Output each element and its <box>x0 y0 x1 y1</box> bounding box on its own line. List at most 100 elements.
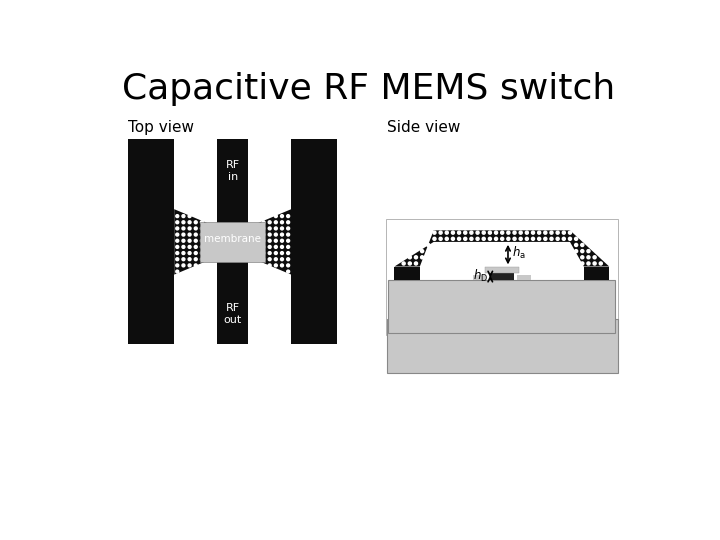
Circle shape <box>194 227 197 230</box>
Circle shape <box>182 258 185 261</box>
Circle shape <box>287 233 289 236</box>
Circle shape <box>519 237 522 240</box>
Circle shape <box>225 233 228 237</box>
Circle shape <box>207 227 210 230</box>
Circle shape <box>207 239 210 242</box>
Bar <box>584 267 609 280</box>
Bar <box>217 139 248 343</box>
Circle shape <box>281 246 284 248</box>
Bar <box>291 139 338 343</box>
Circle shape <box>526 237 528 240</box>
Circle shape <box>562 237 565 240</box>
Text: membrane: membrane <box>204 234 261 244</box>
Circle shape <box>599 262 603 265</box>
Circle shape <box>200 233 203 236</box>
Circle shape <box>182 214 185 218</box>
Circle shape <box>213 227 216 230</box>
Text: $h_{\rm D}$: $h_{\rm D}$ <box>473 268 489 284</box>
Circle shape <box>274 233 277 236</box>
Circle shape <box>274 264 277 267</box>
Circle shape <box>500 231 504 234</box>
Circle shape <box>194 264 197 267</box>
Circle shape <box>495 231 498 234</box>
Circle shape <box>544 237 547 240</box>
Circle shape <box>415 262 418 265</box>
Circle shape <box>182 227 185 230</box>
Bar <box>386 219 618 335</box>
Circle shape <box>188 258 191 261</box>
Circle shape <box>556 231 559 234</box>
Circle shape <box>274 227 277 230</box>
Circle shape <box>568 237 572 240</box>
Polygon shape <box>217 227 248 256</box>
Circle shape <box>225 246 228 249</box>
Circle shape <box>256 227 258 230</box>
Text: Capacitive RF MEMS switch: Capacitive RF MEMS switch <box>122 72 616 106</box>
Circle shape <box>274 246 277 248</box>
Circle shape <box>274 252 277 254</box>
Text: RF
out: RF out <box>224 303 242 325</box>
Circle shape <box>243 227 246 230</box>
Circle shape <box>587 256 590 259</box>
Circle shape <box>231 246 234 249</box>
Polygon shape <box>248 209 291 275</box>
Circle shape <box>219 227 222 230</box>
Circle shape <box>269 233 271 236</box>
Circle shape <box>519 231 522 234</box>
Circle shape <box>476 231 479 234</box>
Circle shape <box>550 237 553 240</box>
Bar <box>517 275 531 280</box>
Circle shape <box>176 264 179 267</box>
Circle shape <box>482 231 485 234</box>
Circle shape <box>207 252 210 254</box>
Circle shape <box>182 221 185 224</box>
Circle shape <box>200 239 203 242</box>
Circle shape <box>451 231 454 234</box>
Circle shape <box>402 262 405 265</box>
Circle shape <box>287 239 289 242</box>
Circle shape <box>231 233 234 237</box>
Circle shape <box>182 246 185 248</box>
Circle shape <box>581 256 584 259</box>
Circle shape <box>513 231 516 234</box>
Circle shape <box>188 221 191 224</box>
Circle shape <box>593 256 596 259</box>
Polygon shape <box>395 231 609 267</box>
Bar <box>387 319 618 373</box>
Circle shape <box>238 252 240 255</box>
Bar <box>490 273 514 280</box>
Circle shape <box>213 246 216 248</box>
Circle shape <box>415 256 418 259</box>
Circle shape <box>243 233 246 237</box>
Circle shape <box>281 239 284 242</box>
Circle shape <box>587 262 590 265</box>
Circle shape <box>200 221 203 224</box>
Circle shape <box>550 231 553 234</box>
Circle shape <box>256 258 258 261</box>
Circle shape <box>513 237 516 240</box>
Circle shape <box>182 233 185 236</box>
Circle shape <box>538 231 541 234</box>
Circle shape <box>250 227 253 230</box>
Circle shape <box>470 237 473 240</box>
Circle shape <box>238 227 240 230</box>
Circle shape <box>281 227 284 230</box>
Circle shape <box>269 227 271 230</box>
Circle shape <box>243 240 246 242</box>
Circle shape <box>176 270 179 273</box>
Circle shape <box>225 252 228 255</box>
Circle shape <box>427 244 430 247</box>
Circle shape <box>262 252 265 254</box>
Circle shape <box>176 252 179 254</box>
Circle shape <box>287 270 289 273</box>
Circle shape <box>194 258 197 261</box>
Polygon shape <box>174 209 217 275</box>
Circle shape <box>281 252 284 254</box>
Circle shape <box>507 237 510 240</box>
Circle shape <box>488 231 492 234</box>
Circle shape <box>200 227 203 230</box>
Circle shape <box>281 221 284 224</box>
Circle shape <box>269 258 271 261</box>
Circle shape <box>587 249 590 253</box>
Bar <box>485 267 519 273</box>
